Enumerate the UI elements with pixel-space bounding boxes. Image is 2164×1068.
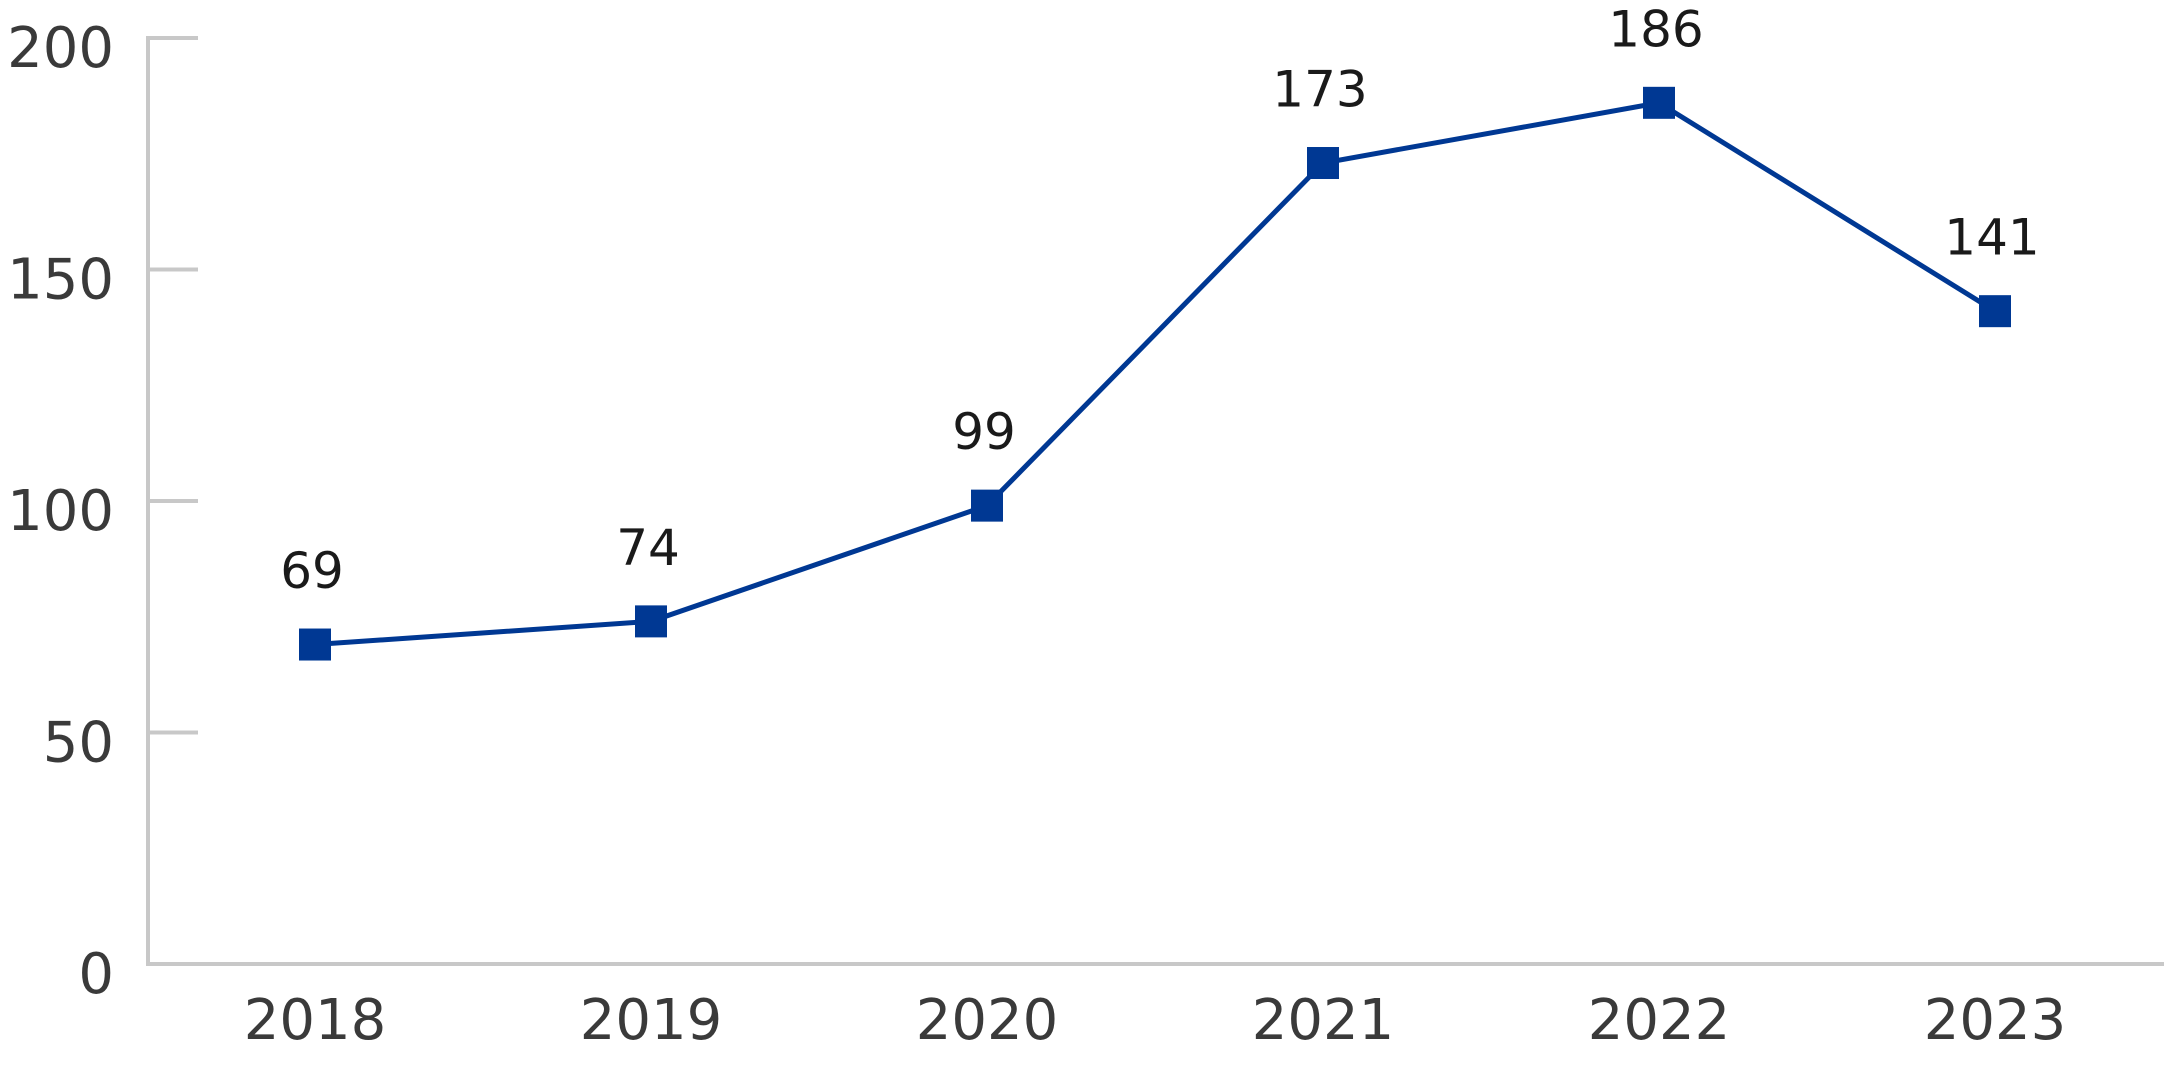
x-tick-label: 2020: [916, 988, 1059, 1053]
y-tick-label: 50: [43, 711, 114, 776]
x-tick-label: 2019: [580, 988, 723, 1053]
y-tick-label: 150: [7, 248, 114, 313]
y-tick-label: 0: [78, 942, 114, 1007]
value-label: 74: [616, 519, 680, 577]
value-label: 69: [280, 542, 344, 600]
x-tick-label: 2018: [244, 988, 387, 1053]
marker: [299, 628, 331, 661]
marker: [635, 605, 667, 638]
x-tick-label: 2022: [1588, 988, 1731, 1053]
marker: [1643, 86, 1675, 119]
value-label: 99: [952, 403, 1016, 461]
y-tick-label: 200: [7, 16, 114, 81]
marker: [1979, 295, 2011, 328]
value-label: 141: [1944, 209, 2039, 267]
value-label: 173: [1272, 61, 1367, 119]
marker: [971, 489, 1003, 522]
x-tick-label: 2023: [1924, 988, 2067, 1053]
line: [314, 100, 1997, 648]
x-tick-label: 2021: [1252, 988, 1395, 1053]
y-tick-label: 100: [7, 479, 114, 544]
marker: [1307, 147, 1339, 180]
value-label: 186: [1608, 0, 1703, 58]
